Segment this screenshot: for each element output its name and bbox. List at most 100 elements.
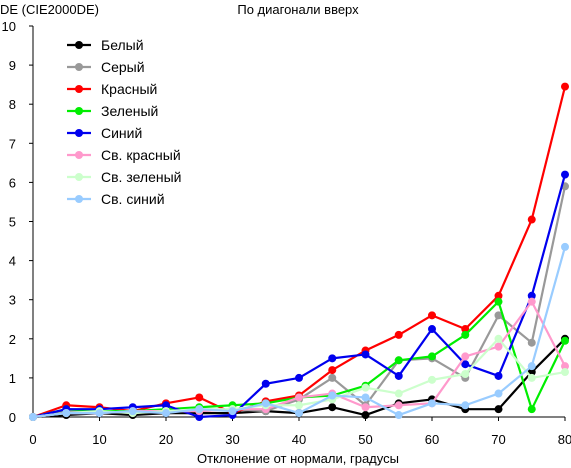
x-tick-label: 30 bbox=[225, 432, 239, 447]
data-point bbox=[361, 393, 370, 402]
data-point bbox=[527, 362, 536, 371]
data-point bbox=[494, 311, 503, 320]
data-point bbox=[461, 369, 470, 378]
data-point bbox=[461, 401, 470, 410]
data-point bbox=[527, 215, 536, 224]
legend-swatch-marker bbox=[75, 41, 83, 49]
legend-swatch-marker bbox=[75, 85, 83, 93]
data-point bbox=[494, 405, 503, 414]
data-point bbox=[561, 368, 569, 377]
data-point bbox=[29, 413, 37, 421]
data-point bbox=[228, 407, 237, 416]
legend-swatch-marker bbox=[75, 173, 83, 181]
data-point bbox=[328, 403, 337, 412]
legend-swatch-marker bbox=[75, 63, 83, 71]
data-point bbox=[494, 334, 503, 343]
data-point bbox=[494, 371, 503, 380]
data-point bbox=[428, 325, 436, 334]
legend-label: Серый bbox=[101, 59, 145, 75]
y-tick-label: 7 bbox=[9, 136, 16, 151]
data-point bbox=[261, 399, 270, 408]
data-point bbox=[428, 352, 436, 361]
legend-swatch-marker bbox=[75, 107, 83, 115]
x-tick-label: 80 bbox=[558, 432, 571, 447]
series-layer bbox=[29, 82, 569, 421]
data-point bbox=[527, 405, 536, 414]
data-point bbox=[195, 393, 204, 402]
data-point bbox=[527, 338, 536, 347]
data-point bbox=[461, 360, 470, 369]
y-tick-label: 3 bbox=[9, 293, 16, 308]
x-axis-label: Отклонение от нормали, градусы bbox=[197, 451, 399, 466]
y-tick-label: 8 bbox=[9, 97, 16, 112]
data-point bbox=[561, 362, 569, 371]
data-point bbox=[561, 82, 569, 91]
chart-title: По диагонали вверх bbox=[237, 2, 359, 17]
x-tick-label: 60 bbox=[425, 432, 439, 447]
data-point bbox=[328, 366, 337, 375]
data-point bbox=[428, 399, 436, 408]
data-point bbox=[295, 393, 303, 402]
data-point bbox=[494, 297, 503, 306]
data-point bbox=[162, 409, 170, 418]
data-point bbox=[494, 342, 503, 351]
data-point bbox=[361, 403, 370, 412]
data-point bbox=[461, 330, 470, 339]
data-point bbox=[527, 297, 536, 306]
y-tick-label: 10 bbox=[2, 19, 16, 34]
legend-label: Синий bbox=[101, 125, 142, 141]
data-point bbox=[428, 311, 436, 320]
data-point bbox=[394, 411, 403, 420]
x-tick-label: 40 bbox=[292, 432, 306, 447]
data-point bbox=[394, 389, 403, 398]
y-axis-label: DE (CIE2000DE) bbox=[0, 2, 99, 17]
legend-label: Св. зеленый bbox=[101, 169, 181, 185]
data-point bbox=[295, 401, 303, 410]
data-point bbox=[128, 407, 137, 416]
series-line bbox=[32, 186, 567, 419]
legend-swatch-marker bbox=[75, 195, 83, 203]
y-tick-label: 0 bbox=[9, 410, 16, 425]
y-tick-label: 9 bbox=[9, 58, 16, 73]
data-point bbox=[195, 405, 204, 414]
legend-label: Белый bbox=[101, 37, 144, 53]
data-point bbox=[95, 409, 104, 418]
data-point bbox=[295, 373, 303, 382]
data-point bbox=[162, 401, 170, 410]
y-tick-label: 2 bbox=[9, 332, 16, 347]
data-point bbox=[527, 291, 536, 300]
data-point bbox=[561, 336, 569, 345]
y-tick-label: 1 bbox=[9, 371, 16, 386]
legend: Белый Серый Красный Зеленый Синий Св. красный… bbox=[67, 37, 181, 207]
legend-label: Красный bbox=[101, 81, 157, 97]
data-point bbox=[561, 242, 569, 251]
data-point bbox=[494, 291, 503, 300]
legend-swatch-marker bbox=[75, 129, 83, 137]
data-point bbox=[494, 389, 503, 398]
series-line bbox=[32, 246, 567, 419]
data-point bbox=[295, 409, 303, 418]
legend-label: Св. красный bbox=[101, 147, 181, 163]
data-point bbox=[428, 375, 436, 384]
data-point bbox=[328, 391, 337, 400]
data-point bbox=[394, 371, 403, 380]
legend-swatch-marker bbox=[75, 151, 83, 159]
data-point bbox=[527, 373, 536, 382]
y-tick-label: 4 bbox=[9, 254, 16, 269]
data-point bbox=[394, 401, 403, 410]
x-tick-label: 70 bbox=[491, 432, 505, 447]
data-point bbox=[261, 379, 270, 388]
data-point bbox=[361, 411, 370, 420]
x-tick-label: 50 bbox=[358, 432, 372, 447]
x-tick-label: 0 bbox=[29, 432, 36, 447]
data-point bbox=[62, 409, 71, 418]
data-point bbox=[195, 413, 204, 421]
y-tick-label: 6 bbox=[9, 175, 16, 190]
axes: 0 1 2 3 4 5 6 7 8 9 10 0 10 20 30 40 50 60 70 80 bbox=[2, 19, 571, 447]
legend-label: Зеленый bbox=[101, 103, 158, 119]
data-point bbox=[394, 330, 403, 339]
x-tick-label: 20 bbox=[159, 432, 173, 447]
legend-label: Св. синий bbox=[101, 191, 165, 207]
data-point bbox=[394, 356, 403, 365]
